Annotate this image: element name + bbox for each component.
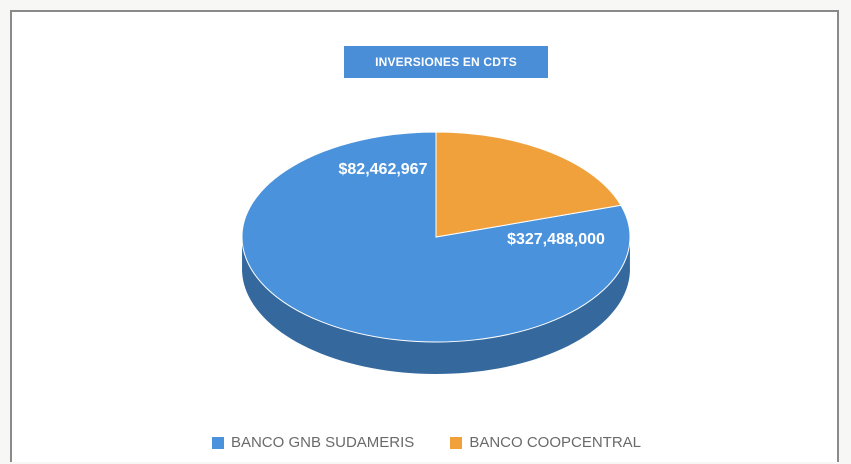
chart-title: INVERSIONES EN CDTS xyxy=(344,46,548,78)
pie-slice-0 xyxy=(241,131,631,343)
legend-entry-coopcentral: BANCO COOPCENTRAL xyxy=(450,434,641,451)
pie-slice-side-0 xyxy=(242,238,630,374)
legend-swatch-gnb-sudameris xyxy=(211,436,224,449)
legend: BANCO GNB SUDAMERIS BANCO COOPCENTRAL xyxy=(12,434,841,451)
legend-label-coopcentral: BANCO COOPCENTRAL xyxy=(469,434,642,451)
legend-entry-gnb-sudameris: BANCO GNB SUDAMERIS xyxy=(211,434,415,451)
legend-swatch-coopcentral xyxy=(450,436,463,449)
pie-slice-1 xyxy=(435,131,622,238)
legend-label-gnb-sudameris: BANCO GNB SUDAMERIS xyxy=(230,434,415,451)
data-label-0: $327,488,000 xyxy=(507,231,605,248)
data-label-1: $82,462,967 xyxy=(339,161,428,178)
chart-frame: INVERSIONES EN CDTS $327,488,000 $82,462,… xyxy=(10,10,839,462)
pie-chart: $327,488,000 $82,462,967 xyxy=(241,131,631,374)
